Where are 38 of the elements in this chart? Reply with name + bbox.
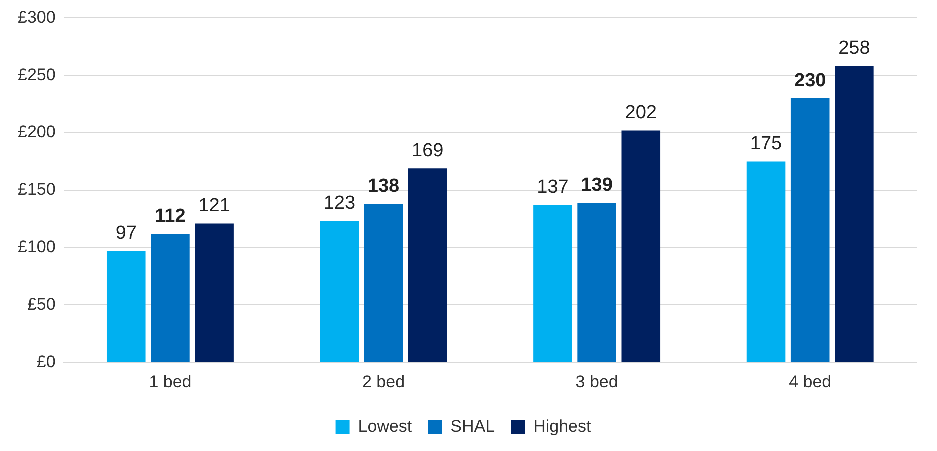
- data-label: 137: [537, 177, 569, 198]
- bar: [408, 168, 448, 362]
- y-tick-label: £50: [27, 294, 56, 314]
- data-label: 121: [198, 195, 230, 216]
- bar: [320, 221, 360, 362]
- bar: [534, 205, 572, 362]
- legend-label: SHAL: [450, 417, 496, 436]
- y-tick-label: £300: [18, 8, 56, 27]
- data-label: 202: [625, 102, 657, 124]
- bar: [746, 162, 786, 362]
- data-label: 112: [155, 206, 186, 227]
- legend-label: Lowest: [358, 417, 412, 436]
- data-label: 138: [368, 176, 400, 197]
- data-label: 169: [412, 140, 444, 162]
- bar: [106, 251, 146, 362]
- bar: [835, 66, 874, 362]
- bar: [622, 130, 661, 362]
- data-label: 123: [324, 193, 356, 214]
- y-tick-label: £100: [18, 237, 56, 256]
- data-label: 230: [794, 70, 826, 92]
- bar: [195, 224, 234, 362]
- data-label: 258: [838, 38, 870, 60]
- bar: [790, 98, 830, 362]
- data-label: 97: [116, 222, 137, 244]
- x-tick-label: 3 bed: [576, 372, 618, 392]
- y-tick-label: £200: [18, 122, 56, 142]
- data-label: 139: [581, 174, 613, 196]
- bar: [578, 203, 616, 362]
- x-tick-label: 4 bed: [789, 372, 832, 392]
- bar: [151, 234, 190, 362]
- y-tick-label: £150: [18, 180, 56, 200]
- data-label: 175: [750, 133, 782, 154]
- y-tick-label: £250: [18, 65, 56, 84]
- x-tick-label: 1 bed: [149, 372, 192, 392]
- bar: [364, 204, 404, 362]
- y-tick-label: £0: [36, 352, 56, 372]
- x-tick-label: 2 bed: [362, 372, 406, 392]
- legend-label: Highest: [534, 417, 592, 436]
